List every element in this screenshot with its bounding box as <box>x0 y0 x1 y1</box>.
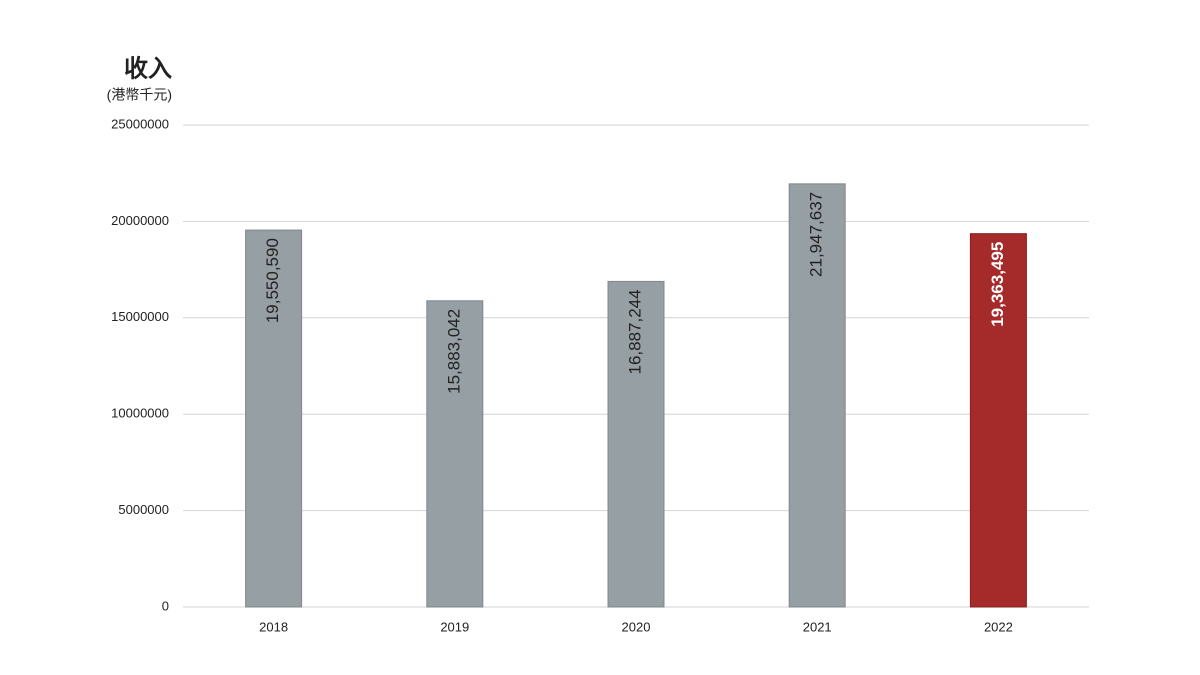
x-tick-label: 2021 <box>803 619 832 634</box>
bar <box>788 183 846 608</box>
x-tick-label: 2018 <box>259 619 288 634</box>
bar <box>607 280 665 608</box>
value-label: 21,947,637 <box>807 192 826 277</box>
value-label: 16,887,244 <box>625 289 644 374</box>
y-tick-label: 15000000 <box>111 309 169 324</box>
y-tick-label: 5000000 <box>118 502 169 517</box>
bar <box>969 233 1027 608</box>
x-tick-label: 2019 <box>440 619 469 634</box>
y-tick-label: 10000000 <box>111 406 169 421</box>
value-label: 19,363,495 <box>988 242 1007 327</box>
value-label: 19,550,590 <box>263 238 282 323</box>
x-tick-label: 2020 <box>622 619 651 634</box>
y-tick-label: 20000000 <box>111 213 169 228</box>
bar <box>245 229 303 608</box>
y-tick-label: 25000000 <box>111 116 169 131</box>
x-tick-label: 2022 <box>984 619 1013 634</box>
bar <box>426 300 484 608</box>
value-label: 15,883,042 <box>444 309 463 394</box>
chart-title: 收入 <box>124 55 172 82</box>
chart-subtitle: (港幣千元) <box>107 87 172 103</box>
y-tick-label: 0 <box>162 598 169 613</box>
